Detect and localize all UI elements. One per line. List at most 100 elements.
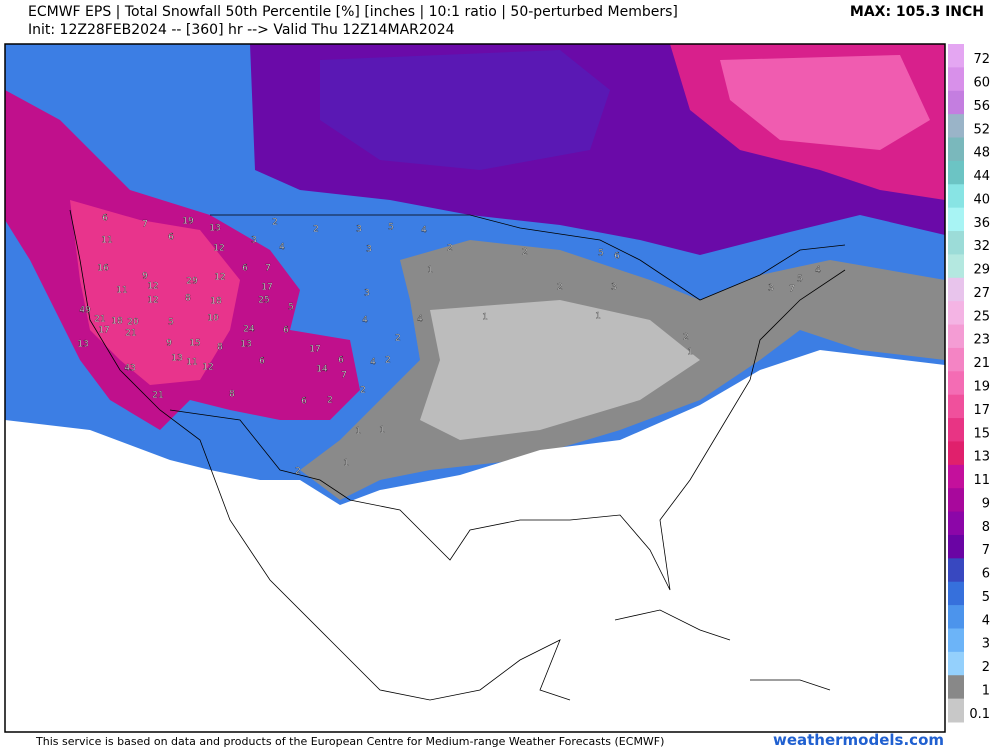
snow-amount: 3 (251, 236, 257, 246)
snow-amount: 12 (202, 363, 213, 373)
snow-amount: 1 (595, 312, 601, 322)
snow-amount: 6 (301, 397, 307, 407)
gulf-coast (169, 269, 846, 591)
snow-amount: 4 (417, 315, 423, 325)
snow-amount: 2 (395, 334, 401, 344)
snow-amount: 16 (97, 264, 109, 274)
snow-amount: 2 (295, 467, 301, 477)
snow-amount: 13 (171, 354, 182, 364)
colorbar-label: 36 (973, 216, 990, 231)
snow-amount: 1 (355, 427, 361, 437)
snow-amount: 5 (797, 275, 803, 285)
snow-amount: 6 (168, 233, 174, 243)
snow-amount: 11 (116, 286, 127, 296)
colorbar-swatch (948, 184, 964, 209)
snow-amount: 20 (127, 318, 139, 328)
snow-amount: 3 (768, 284, 774, 294)
snow-amount: 5 (288, 303, 294, 313)
colorbar-swatch (948, 67, 964, 92)
colorbar-swatch (948, 675, 964, 700)
colorbar-label: 7 (982, 543, 990, 558)
snow-amount: 7 (789, 285, 795, 295)
colorbar-swatch (948, 114, 964, 139)
colorbar-swatch (948, 418, 964, 442)
footer-notice: This service is based on data and produc… (36, 735, 665, 748)
snow-amount: 11 (186, 358, 197, 368)
border-us-canada (210, 214, 846, 301)
snow-amount: 49 (79, 306, 91, 316)
snow-amount: 2 (327, 396, 333, 406)
colorbar-label: 1 (982, 683, 990, 698)
colorbar-swatch (948, 605, 964, 629)
snow-amount: 43 (124, 364, 135, 374)
snow-amount: 1 (379, 426, 385, 436)
snow-amount: 17 (98, 326, 109, 336)
snow-amount: 2 (683, 333, 689, 343)
colorbar-swatch (948, 231, 964, 255)
colorbar-swatch (948, 324, 964, 349)
snow-amount: 14 (316, 365, 328, 375)
colorbar-label: 2 (982, 660, 990, 675)
colorbar-swatch (948, 464, 964, 489)
colorbar-swatch (948, 301, 964, 326)
snow-west-pink (70, 200, 240, 385)
colorbar-swatch (948, 44, 964, 68)
snow-amount: 1 (687, 348, 693, 358)
colorbar-swatch (948, 207, 964, 232)
snow-amount: 21 (125, 329, 136, 339)
snow-pink (720, 55, 930, 150)
colorbar-swatch (948, 160, 964, 185)
title: ECMWF EPS | Total Snowfall 50th Percenti… (28, 4, 678, 20)
snow-amount: 1 (427, 266, 433, 276)
colorbar-label: 19 (973, 380, 990, 395)
snow-amount: 19 (182, 217, 194, 227)
snow-amount: 5 (388, 223, 394, 233)
colorbar-label: 23 (973, 333, 990, 348)
colorbar-swatch (948, 90, 964, 115)
snow-amount: 5 (598, 249, 604, 259)
colorbar-label: 44 (973, 169, 990, 184)
snow-amount: 9 (142, 272, 148, 282)
snow-amount: 29 (186, 277, 198, 287)
colorbar-swatch (948, 628, 964, 653)
snow-amount: 6 (614, 252, 620, 262)
snow-amount: 7 (265, 264, 271, 274)
snow-amount: 25 (258, 296, 269, 306)
colorbar-label: 40 (973, 192, 990, 207)
footer-site[interactable]: weathermodels.com (772, 731, 944, 749)
snow-amount: 6 (242, 264, 248, 274)
colorbar-swatch (948, 394, 964, 419)
colorbar-swatch (948, 347, 964, 372)
snow-amount: 4 (279, 243, 285, 253)
colorbar-label: 3 (982, 637, 990, 652)
snow-amount: 10 (207, 314, 219, 324)
snow-amount: 5 (168, 318, 174, 328)
colorbar-label: 52 (973, 122, 990, 137)
subtitle: Init: 12Z28FEB2024 -- [360] hr --> Valid… (28, 22, 455, 38)
snow-amount: 3 (366, 245, 372, 255)
snow-amount: 17 (309, 345, 320, 355)
snow-amount: 8 (185, 294, 191, 304)
snow-amount: 6 (338, 356, 344, 366)
snow-amount: 2 (522, 248, 528, 258)
colorbar-label: 17 (973, 403, 990, 418)
colorbar-label: 32 (973, 239, 990, 254)
snow-violet (320, 50, 610, 170)
colorbar-swatch (948, 371, 964, 396)
colorbar-label: 21 (973, 356, 990, 371)
colorbar-swatch (948, 254, 964, 279)
snow-amount: 2 (385, 356, 391, 366)
colorbar-label: 60 (973, 76, 990, 91)
hispaniola (750, 679, 831, 691)
no-snow (5, 350, 945, 732)
colorbar-label: 0.1 (969, 707, 990, 722)
colorbar-swatch (948, 698, 964, 723)
colorbar-swatch (948, 277, 964, 302)
colorbar-label: 56 (973, 99, 990, 114)
snow-amount: 24 (243, 325, 255, 335)
snow-amount: 7 (341, 371, 347, 381)
colorbar-swatch (948, 581, 964, 606)
snow-light-gray (420, 300, 700, 440)
